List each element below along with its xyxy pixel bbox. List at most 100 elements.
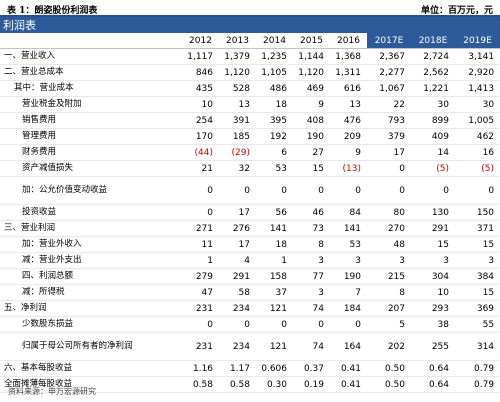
row-label: 一、营业收入 — [0, 48, 182, 65]
value-cell: 0 — [293, 316, 330, 333]
table-row: 营业税金及附加 10 13 18 9 13 22 30 30 — [0, 96, 500, 113]
row-label: 其中：营业成本 — [0, 80, 182, 97]
value-cell: 528 — [219, 80, 256, 97]
value-cell: 0.19 — [293, 376, 330, 393]
value-cell: 9 — [293, 96, 330, 113]
row-label: 归属于母公司所有者的净利润 — [0, 332, 182, 361]
value-cell: 27 — [293, 144, 330, 161]
table-row: 五、净利润 231 234 121 74 184 207 293 369 — [0, 300, 500, 317]
value-cell: 435 — [182, 80, 219, 97]
value-cell: 276 — [219, 220, 256, 237]
value-cell: 1,005 — [455, 112, 500, 129]
value-cell: 0 — [256, 316, 293, 333]
caption-unit: 单位：百万元，元 — [420, 6, 493, 16]
value-cell: 53 — [256, 160, 293, 177]
value-cell: 0 — [367, 160, 411, 177]
year-header: 2012 — [182, 33, 219, 49]
table-row: 减：所得税 47 58 37 3 7 8 10 15 — [0, 284, 500, 301]
value-cell: 0.37 — [293, 360, 330, 377]
value-cell: 15 — [455, 236, 500, 253]
value-cell: 121 — [256, 300, 293, 317]
table-row: 减：营业外支出 1 4 1 3 3 3 3 3 — [0, 252, 500, 269]
value-cell: 48 — [367, 236, 411, 253]
value-cell: 231 — [182, 332, 219, 361]
table-row: 三、营业利润 271 276 141 73 141 270 291 371 — [0, 220, 500, 237]
value-cell: 314 — [455, 332, 500, 361]
row-label: 加：公允价值变动收益 — [0, 176, 182, 205]
value-cell: 254 — [182, 112, 219, 129]
income-statement-table: 利润表 2012 2013 2014 2015 2016 2017E 2018E 2019E 一、… — [0, 17, 500, 393]
value-cell: 469 — [293, 80, 330, 97]
value-cell: 0.30 — [256, 376, 293, 393]
value-cell: 73 — [293, 220, 330, 237]
value-cell: 0.50 — [367, 360, 411, 377]
value-cell: (13) — [330, 160, 367, 177]
value-cell: 1,105 — [256, 64, 293, 81]
value-cell: 384 — [455, 268, 500, 285]
value-cell: 2,367 — [367, 48, 411, 65]
value-cell: 7 — [330, 284, 367, 301]
table-row: 管理费用 170 185 192 190 209 379 409 462 — [0, 128, 500, 145]
value-cell: 1,120 — [293, 64, 330, 81]
value-cell: 74 — [293, 332, 330, 361]
value-cell: 15 — [411, 236, 455, 253]
caption-title: 表 1：朗姿股份利润表 — [7, 6, 98, 16]
value-cell: 231 — [182, 300, 219, 317]
value-cell: 486 — [256, 80, 293, 97]
value-cell: 0 — [455, 176, 500, 205]
table-row: 四、利润总额 279 291 158 77 190 215 304 384 — [0, 268, 500, 285]
value-cell: 0.64 — [411, 360, 455, 377]
value-cell: 3,141 — [455, 48, 500, 65]
value-cell: 17 — [219, 204, 256, 221]
value-cell: 121 — [256, 332, 293, 361]
table-row: 一、营业收入 1,117 1,379 1,235 1,144 1,368 2,367 2,72… — [0, 48, 500, 65]
row-label: 全面摊薄每股收益 — [0, 376, 182, 393]
value-cell: 215 — [367, 268, 411, 285]
value-cell: 899 — [411, 112, 455, 129]
value-cell: 37 — [256, 284, 293, 301]
value-cell: 170 — [182, 128, 219, 145]
value-cell: 0.50 — [367, 376, 411, 393]
value-cell: 192 — [256, 128, 293, 145]
value-cell: 0.606 — [256, 360, 293, 377]
value-cell: 17 — [367, 144, 411, 161]
value-cell: 0 — [330, 176, 367, 205]
value-cell: 0.41 — [330, 360, 367, 377]
value-cell: 22 — [367, 96, 411, 113]
value-cell: 1,379 — [219, 48, 256, 65]
value-cell: 3 — [293, 284, 330, 301]
value-cell: 0.64 — [411, 376, 455, 393]
value-cell: 202 — [367, 332, 411, 361]
value-cell: 2,562 — [411, 64, 455, 81]
value-cell: 409 — [411, 128, 455, 145]
table-row: 销售费用 254 391 395 408 476 793 899 1,005 — [0, 112, 500, 129]
table-row: 财务费用 (44) (29) 6 27 9 17 14 16 — [0, 144, 500, 161]
value-cell: 476 — [330, 112, 367, 129]
row-label: 财务费用 — [0, 144, 182, 161]
value-cell: (29) — [219, 144, 256, 161]
row-label: 二、营业总成本 — [0, 64, 182, 81]
value-cell: 395 — [256, 112, 293, 129]
table-row: 二、营业总成本 846 1,120 1,105 1,120 1,311 2,277 2,562… — [0, 64, 500, 81]
row-label: 四、利润总额 — [0, 268, 182, 285]
value-cell: 1,221 — [411, 80, 455, 97]
row-label: 六、基本每股收益 — [0, 360, 182, 377]
caption-rule — [0, 15, 500, 17]
row-label: 五、净利润 — [0, 300, 182, 317]
table-row: 加：营业外收入 11 17 18 8 53 48 15 15 — [0, 236, 500, 253]
value-cell: 6 — [256, 144, 293, 161]
value-cell: 77 — [293, 268, 330, 285]
value-cell: 234 — [219, 300, 256, 317]
value-cell: 30 — [455, 96, 500, 113]
value-cell: 150 — [455, 204, 500, 221]
value-cell: 141 — [330, 220, 367, 237]
value-cell: (5) — [455, 160, 500, 177]
table-row: 加：公允价值变动收益 0 0 0 0 0 0 0 0 — [0, 176, 500, 205]
value-cell: 0.79 — [455, 376, 500, 393]
value-cell: 616 — [330, 80, 367, 97]
value-cell: 1,144 — [293, 48, 330, 65]
value-cell: 30 — [411, 96, 455, 113]
value-cell: 15 — [455, 284, 500, 301]
value-cell: 0 — [182, 316, 219, 333]
value-cell: 0.41 — [330, 376, 367, 393]
